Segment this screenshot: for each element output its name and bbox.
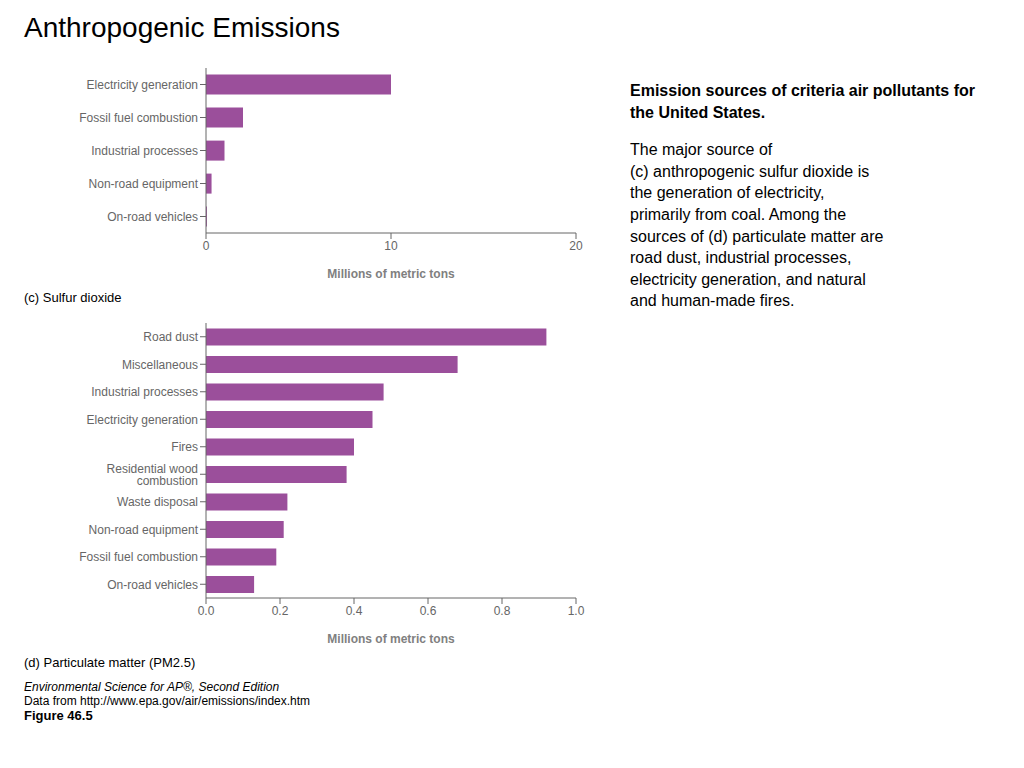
svg-text:20: 20 bbox=[569, 239, 583, 253]
svg-text:Fossil fuel combustion: Fossil fuel combustion bbox=[79, 111, 198, 125]
svg-text:Waste disposal: Waste disposal bbox=[117, 495, 198, 509]
svg-text:Fossil fuel combustion: Fossil fuel combustion bbox=[79, 550, 198, 564]
html-text:Data from http://www.epa.gov/a: Data from http://www.epa.gov/air/emissio… bbox=[24, 694, 311, 708]
svg-text:On-road vehicles: On-road vehicles bbox=[107, 210, 198, 224]
svg-text:Miscellaneous: Miscellaneous bbox=[122, 358, 198, 372]
svg-text:Road dust: Road dust bbox=[143, 330, 198, 344]
svg-text:Electricity generation: Electricity generation bbox=[87, 413, 198, 427]
svg-text:10: 10 bbox=[384, 239, 398, 253]
svg-text:Fires: Fires bbox=[171, 440, 198, 454]
svg-text:0.2: 0.2 bbox=[272, 604, 289, 618]
svg-text:Millions of metric tons: Millions of metric tons bbox=[327, 632, 455, 646]
html-text:(d) Particulate matter (PM2.5): (d) Particulate matter (PM2.5) bbox=[24, 655, 196, 670]
svg-text:0.4: 0.4 bbox=[346, 604, 363, 618]
svg-text:0.8: 0.8 bbox=[494, 604, 511, 618]
svg-text:Industrial processes: Industrial processes bbox=[91, 385, 198, 399]
svg-text:Industrial processes: Industrial processes bbox=[91, 144, 198, 158]
svg-text:Millions of metric tons: Millions of metric tons bbox=[327, 267, 455, 281]
html-text:Emission sources of criteria a: Emission sources of criteria air polluta… bbox=[630, 82, 975, 121]
svg-text:1.0: 1.0 bbox=[568, 604, 585, 618]
html-text:Environmental Science for AP®,: Environmental Science for AP®, Second Ed… bbox=[24, 680, 280, 694]
html-text:Anthropogenic Emissions: Anthropogenic Emissions bbox=[24, 12, 340, 43]
html-text:The major source of (c) anthro: The major source of (c) anthropogenic su… bbox=[630, 141, 884, 310]
svg-text:On-road vehicles: On-road vehicles bbox=[107, 578, 198, 592]
svg-text:0.6: 0.6 bbox=[420, 604, 437, 618]
svg-text:0: 0 bbox=[203, 239, 210, 253]
svg-text:0.0: 0.0 bbox=[198, 604, 215, 618]
html-text:(c) Sulfur dioxide: (c) Sulfur dioxide bbox=[24, 290, 122, 305]
svg-text:Electricity generation: Electricity generation bbox=[87, 78, 198, 92]
svg-text:Non-road equipment: Non-road equipment bbox=[89, 177, 199, 191]
svg-text:Non-road equipment: Non-road equipment bbox=[89, 523, 199, 537]
svg-text:Residential woodcombustion: Residential woodcombustion bbox=[107, 462, 198, 488]
html-text:Figure 46.5: Figure 46.5 bbox=[24, 708, 93, 723]
